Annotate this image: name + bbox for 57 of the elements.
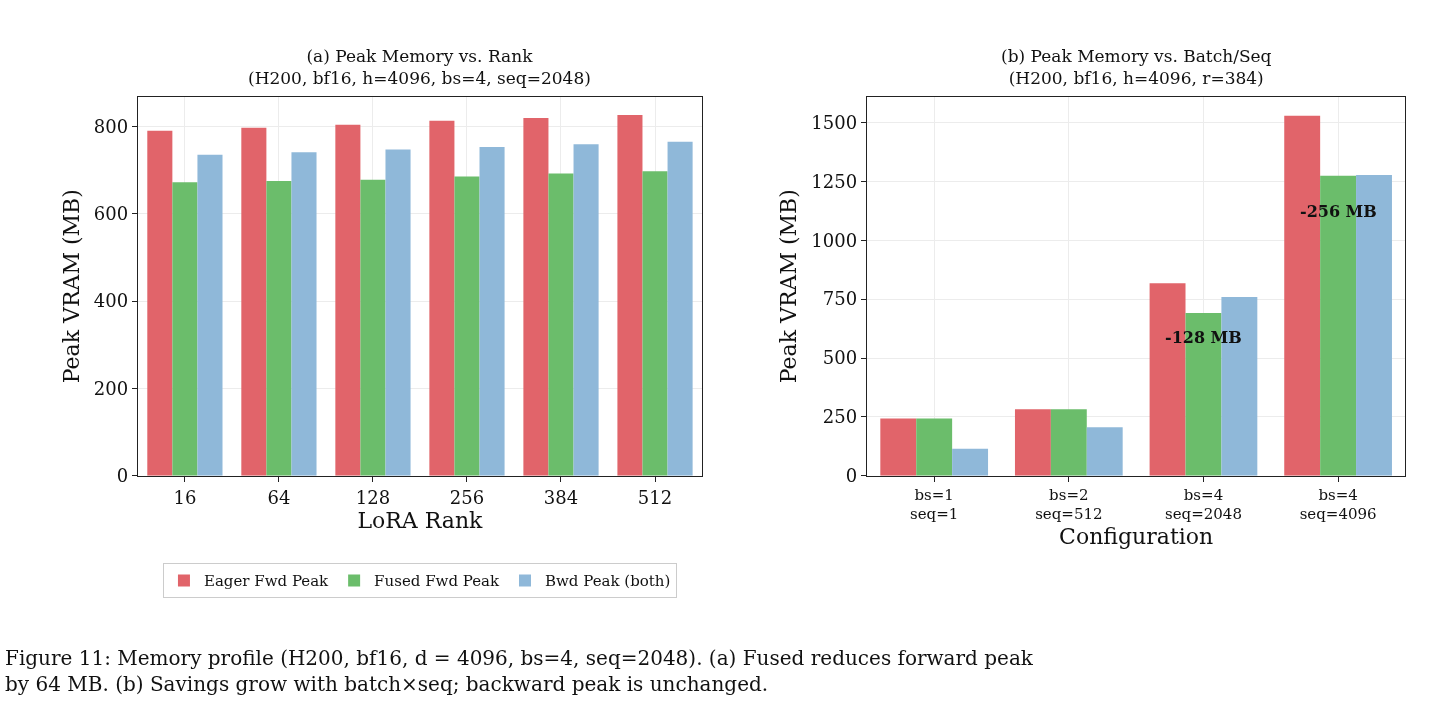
chart-title: (a) Peak Memory vs. Rank (H200, bf16, h=4096, bs=4, seq=2048) xyxy=(248,46,591,89)
annotation: -128 MB xyxy=(1165,328,1242,347)
legend-label: Fused Fwd Peak xyxy=(374,572,500,591)
bar xyxy=(617,115,643,476)
y-tick-label: 0 xyxy=(116,465,129,487)
bar xyxy=(1014,409,1051,476)
bar xyxy=(197,154,223,476)
y-tick-label: 800 xyxy=(93,115,129,137)
y-tick-label: 1500 xyxy=(811,111,858,133)
y-tick-label: 600 xyxy=(93,203,129,225)
x-tick-label: bs=4 seq=2048 xyxy=(1165,485,1242,524)
x-tick-label: 16 xyxy=(173,486,197,508)
x-tick-label: bs=2 seq=512 xyxy=(1035,485,1103,524)
bar xyxy=(454,176,480,476)
bar xyxy=(523,118,549,476)
bar xyxy=(291,152,317,476)
bar xyxy=(642,171,668,476)
legend-label: Eager Fwd Peak xyxy=(203,572,330,591)
bar xyxy=(952,448,989,476)
bar xyxy=(241,127,267,476)
x-tick-label: 128 xyxy=(355,486,391,508)
y-tick-label: 1000 xyxy=(811,229,858,251)
x-axis-title: LoRA Rank xyxy=(357,508,484,534)
x-tick-label: 256 xyxy=(449,486,485,508)
x-tick-label: 512 xyxy=(637,486,673,508)
bar xyxy=(916,418,953,476)
bar xyxy=(147,130,173,476)
x-tick-label: bs=1 seq=1 xyxy=(910,485,959,524)
x-axis-title: Configuration xyxy=(1059,524,1214,550)
bar xyxy=(573,144,599,476)
y-tick-label: 400 xyxy=(93,290,129,312)
chart-title: (b) Peak Memory vs. Batch/Seq (H200, bf16, h=4096, r=384) xyxy=(1001,46,1272,89)
y-tick-label: 0 xyxy=(845,465,858,487)
x-tick-label: 384 xyxy=(543,486,579,508)
y-tick-label: 500 xyxy=(822,347,858,369)
bar xyxy=(548,173,574,476)
y-tick-label: 200 xyxy=(93,377,129,399)
bar xyxy=(385,149,411,476)
bar xyxy=(479,146,505,476)
y-tick-label: 750 xyxy=(822,288,858,310)
x-tick-label: 64 xyxy=(267,486,291,508)
y-tick-label: 1250 xyxy=(811,170,858,192)
bar xyxy=(335,124,361,476)
bar xyxy=(880,418,917,476)
y-tick-label: 250 xyxy=(822,406,858,428)
bar xyxy=(429,120,455,476)
y-axis-title: Peak VRAM (MB) xyxy=(58,189,84,384)
y-axis-title: Peak VRAM (MB) xyxy=(776,189,802,384)
bar xyxy=(266,180,292,476)
bar xyxy=(360,179,386,476)
x-tick-label: bs=4 seq=4096 xyxy=(1299,485,1377,524)
caption: Figure 11: Memory profile (H200, bf16, d = 4096, bs=4, seq=2048). (a) Fused reduces forward peak by 64 MB. (b) Savings grow with batch×seq; backward peak is unchanged. xyxy=(5,646,1034,696)
bar xyxy=(667,141,693,476)
bar xyxy=(1050,409,1087,476)
legend-label: Bwd Peak (both) xyxy=(544,572,671,591)
bar xyxy=(1086,427,1123,476)
bar xyxy=(172,182,198,476)
